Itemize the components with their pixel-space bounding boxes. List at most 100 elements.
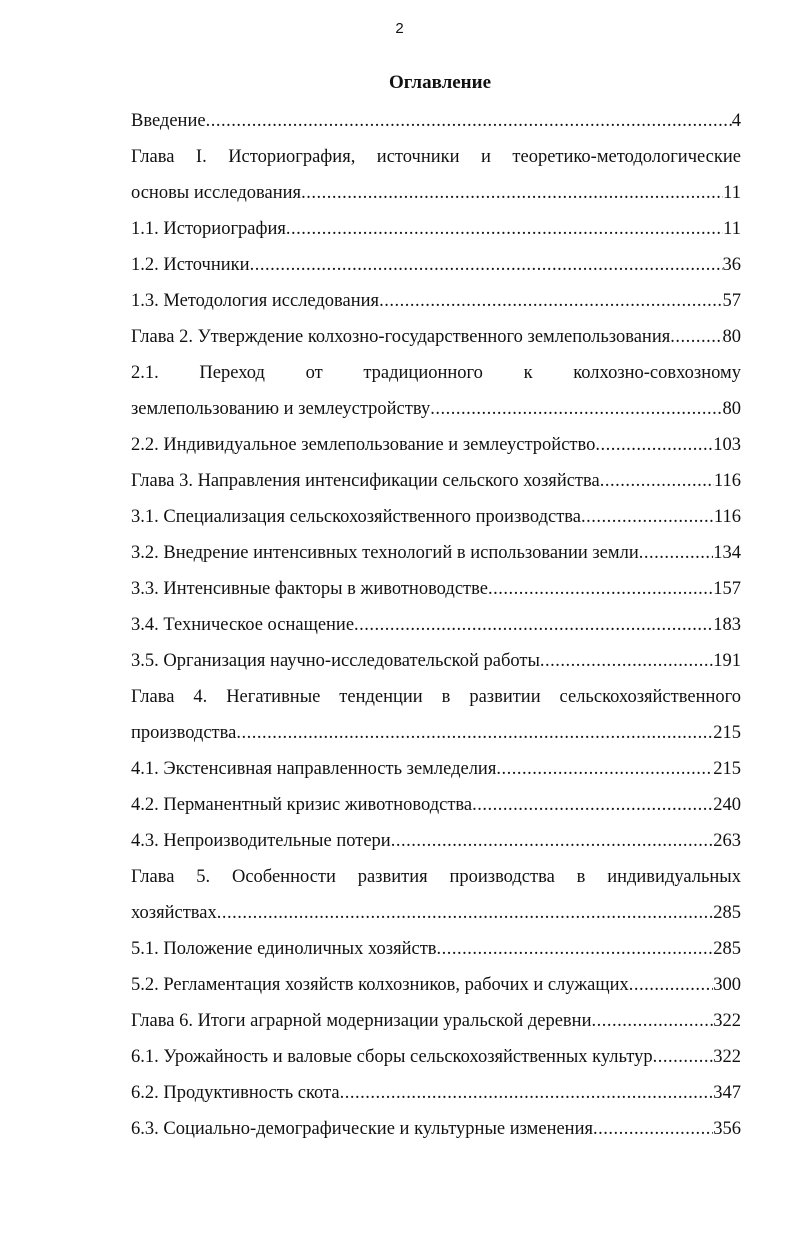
toc-entry-page: 116 (713, 507, 741, 527)
toc-entry-title: производства (131, 723, 237, 743)
toc-entry-page: 215 (713, 723, 741, 743)
toc-entry-first-line: 2.1. Переход от традиционного к колхозно… (131, 363, 741, 383)
toc-entry-title: 5.1. Положение единоличных хозяйств (131, 939, 437, 959)
toc-entry-title: 4.1. Экстенсивная направленность земледе… (131, 759, 497, 779)
toc-entry[interactable]: 3.3. Интенсивные факторы в животноводств… (131, 576, 741, 612)
toc-entry[interactable]: Глава 4. Негативные тенденции в развитии… (131, 684, 741, 756)
toc-entry-page: 157 (713, 579, 741, 599)
dot-leader (472, 792, 713, 818)
dot-leader (430, 396, 722, 422)
dot-leader (206, 108, 732, 134)
dot-leader (600, 468, 714, 494)
toc-entry-title: 6.1. Урожайность и валовые сборы сельско… (131, 1047, 653, 1067)
toc-entry[interactable]: 5.1. Положение единоличных хозяйств 285 (131, 936, 741, 972)
page-number: 2 (395, 20, 404, 37)
toc-entry-title: 1.3. Методология исследования (131, 291, 380, 311)
toc-entry-title: 1.2. Источники (131, 255, 250, 275)
toc-entry[interactable]: Глава 3. Направления интенсификации сель… (131, 468, 741, 504)
toc-entry[interactable]: Введение 4 (131, 108, 741, 144)
toc-entry[interactable]: Глава 2. Утверждение колхозно-государств… (131, 324, 741, 360)
toc-entry[interactable]: 6.1. Урожайность и валовые сборы сельско… (131, 1044, 741, 1080)
toc-entry[interactable]: 3.1. Специализация сельскохозяйственного… (131, 504, 741, 540)
toc-entry[interactable]: 1.3. Методология исследования 57 (131, 288, 741, 324)
toc-entry-title: 6.2. Продуктивность скота (131, 1083, 340, 1103)
toc-entry[interactable]: 1.1. Историография 11 (131, 216, 741, 252)
toc-entry-page: 80 (722, 399, 742, 419)
toc-entry-page: 356 (713, 1119, 741, 1139)
toc-entry[interactable]: 6.3. Социально-демографические и культур… (131, 1116, 741, 1152)
dot-leader (540, 648, 713, 674)
toc-entry-title: Глава 6. Итоги аграрной модернизации ура… (131, 1011, 592, 1031)
toc-entry[interactable]: 1.2. Источники 36 (131, 252, 741, 288)
toc-entry[interactable]: 5.2. Регламентация хозяйств колхозников,… (131, 972, 741, 1008)
toc-entry-page: 191 (713, 651, 741, 671)
toc-entry-title: 3.1. Специализация сельскохозяйственного… (131, 507, 581, 527)
toc-entry[interactable]: 6.2. Продуктивность скота 347 (131, 1080, 741, 1116)
toc-entry-title: 3.4. Техническое оснащение (131, 615, 355, 635)
toc-entry-page: 103 (713, 435, 741, 455)
toc-entry-title: 5.2. Регламентация хозяйств колхозников,… (131, 975, 629, 995)
dot-leader (488, 576, 713, 602)
toc-title: Оглавление (388, 72, 492, 93)
toc-entry[interactable]: 4.3. Непроизводительные потери 263 (131, 828, 741, 864)
toc-entry[interactable]: 4.2. Перманентный кризис животноводства 2… (131, 792, 741, 828)
toc-entry-page: 347 (713, 1083, 741, 1103)
dot-leader (496, 756, 713, 782)
dot-leader (286, 216, 723, 242)
toc-entry[interactable]: Глава I. Историография, источники и теор… (131, 144, 741, 216)
toc-entry-first-line: Глава 5. Особенности развития производст… (131, 867, 741, 887)
toc-entry-page: 322 (713, 1047, 741, 1067)
toc-entry-page: 11 (723, 219, 741, 239)
toc-entry-page: 4 (731, 111, 741, 131)
toc-entry-page: 285 (713, 939, 741, 959)
toc-entry-title: 6.3. Социально-демографические и культур… (131, 1119, 593, 1139)
toc-entry-page: 263 (713, 831, 741, 851)
toc-entry-title: 4.2. Перманентный кризис животноводства (131, 795, 473, 815)
toc-entry-page: 36 (722, 255, 742, 275)
toc-entry[interactable]: 3.5. Организация научно-исследовательско… (131, 648, 741, 684)
toc-entry-page: 300 (713, 975, 741, 995)
toc-entry[interactable]: Глава 5. Особенности развития производст… (131, 864, 741, 936)
toc-entry[interactable]: 2.1. Переход от традиционного к колхозно… (131, 360, 741, 432)
toc-entry[interactable]: 3.2. Внедрение интенсивных технологий в … (131, 540, 741, 576)
toc-entry-page: 285 (713, 903, 741, 923)
toc-entry-title: 2.2. Индивидуальное землепользование и з… (131, 435, 596, 455)
toc-entry-page: 80 (722, 327, 742, 347)
toc-entry-first-line: Глава I. Историография, источники и теор… (131, 147, 741, 167)
toc-entry-page: 183 (713, 615, 741, 635)
toc-entry-page: 215 (713, 759, 741, 779)
dot-leader (340, 1080, 714, 1106)
dot-leader (354, 612, 713, 638)
dot-leader (593, 1116, 713, 1142)
dot-leader (591, 1008, 713, 1034)
dot-leader (301, 180, 723, 206)
toc-entry[interactable]: 4.1. Экстенсивная направленность земледе… (131, 756, 741, 792)
toc-entry[interactable]: Глава 6. Итоги аграрной модернизации ура… (131, 1008, 741, 1044)
dot-leader (595, 432, 713, 458)
toc-entry-page: 322 (713, 1011, 741, 1031)
dot-leader (653, 1044, 714, 1070)
toc-entry-title: основы исследования (131, 183, 302, 203)
toc-entry-page: 11 (723, 183, 741, 203)
table-of-contents: Введение 4 Глава I. Историография, источни… (131, 108, 741, 1152)
toc-entry[interactable]: 2.2. Индивидуальное землепользование и з… (131, 432, 741, 468)
dot-leader (629, 972, 714, 998)
toc-entry-page: 134 (713, 543, 741, 563)
toc-entry[interactable]: 3.4. Техническое оснащение 183 (131, 612, 741, 648)
dot-leader (581, 504, 714, 530)
toc-entry-title: 3.5. Организация научно-исследовательско… (131, 651, 540, 671)
toc-entry-title: 3.3. Интенсивные факторы в животноводств… (131, 579, 488, 599)
toc-entry-first-line: Глава 4. Негативные тенденции в развитии… (131, 687, 741, 707)
toc-entry-title: землепользованию и землеустройству (131, 399, 431, 419)
toc-entry-page: 116 (713, 471, 741, 491)
dot-leader (379, 288, 722, 314)
toc-entry-page: 57 (722, 291, 742, 311)
toc-entry-title: 1.1. Историография (131, 219, 286, 239)
dot-leader (639, 540, 714, 566)
toc-entry-title: 4.3. Непроизводительные потери (131, 831, 391, 851)
dot-leader (217, 900, 713, 926)
dot-leader (391, 828, 714, 854)
dot-leader (250, 252, 723, 278)
toc-entry-title: хозяйствах (131, 903, 217, 923)
toc-entry-title: Введение (131, 111, 206, 131)
